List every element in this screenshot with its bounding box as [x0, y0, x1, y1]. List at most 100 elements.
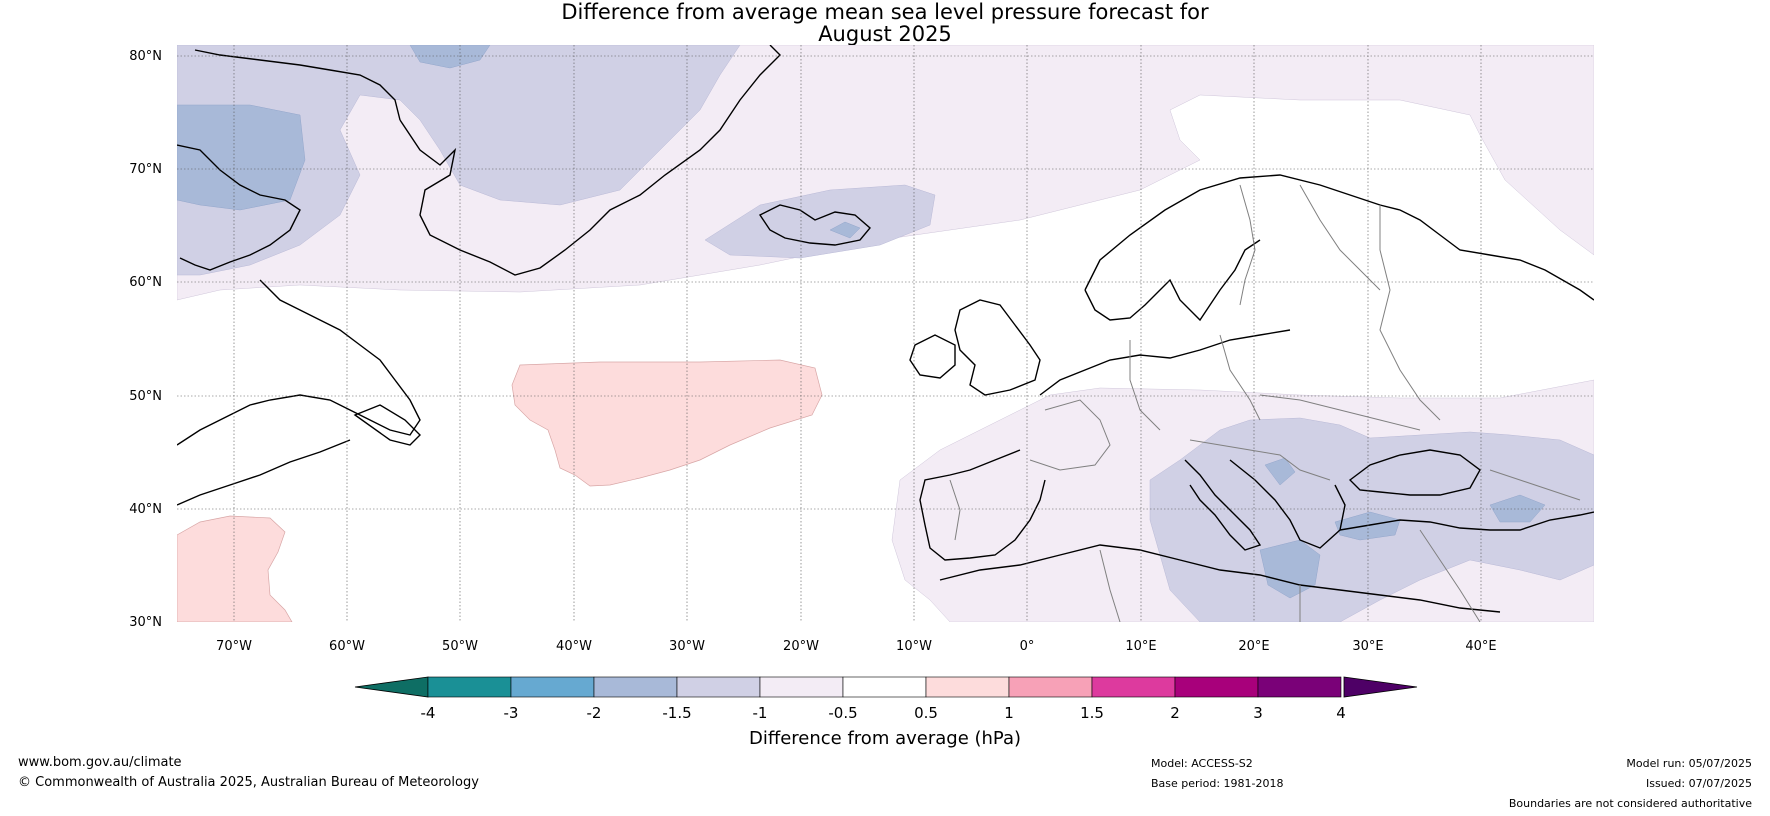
lat-label-50n: 50°N: [129, 389, 162, 404]
colorbar-tick-label: -3: [504, 704, 519, 722]
map-title-line2: August 2025: [818, 22, 952, 46]
lon-label-40w: 40°W: [556, 639, 592, 654]
colorbar: -4 -3 -2 -1.5 -1 -0.5 0.5 1 1.5 2 3 4: [354, 676, 1418, 722]
anomaly-region-southwest-positive: [177, 515, 293, 622]
lon-label-40e: 40°E: [1465, 639, 1496, 654]
lon-label-50w: 50°W: [442, 639, 478, 654]
colorbar-tick-label: 0.5: [914, 704, 938, 722]
coastline-greenland-west: [194, 49, 401, 121]
lon-label-10w: 10°W: [896, 639, 932, 654]
coastline-north-africa: [939, 544, 1501, 613]
lon-label-20e: 20°E: [1238, 639, 1269, 654]
colorbar-tick-label: 3: [1253, 704, 1263, 722]
colorbar-swatches: [427, 676, 1342, 698]
footer-copyright: © Commonwealth of Australia 2025, Austra…: [18, 775, 479, 790]
pressure-anomaly-field: [177, 45, 1594, 622]
colorbar-over-triangle: [1343, 676, 1418, 698]
colorbar-swatch: [1174, 676, 1259, 698]
colorbar-tick-label: -2: [587, 704, 602, 722]
border-balkans: [1189, 439, 1331, 481]
coastline-balkans-greece: [1229, 459, 1346, 549]
coastline-ireland: [909, 334, 956, 379]
anomaly-region-iceland: [704, 184, 936, 259]
colorbar-swatch: [593, 676, 678, 698]
anomaly-region-baffin-top: [409, 45, 491, 69]
colorbar-swatch: [676, 676, 761, 698]
colorbar-swatch: [1008, 676, 1093, 698]
anomaly-region-eastern-core3: [1489, 494, 1546, 523]
coastline-baffin: [177, 144, 301, 271]
anomaly-region-eastern-core4: [1264, 457, 1296, 486]
latitude-labels: 80°N 70°N 60°N 50°N 40°N 30°N: [129, 49, 162, 630]
colorbar-tick-labels: -4 -3 -2 -1.5 -1 -0.5 0.5 1 1.5 2 3 4: [421, 704, 1346, 722]
colorbar-swatch: [427, 676, 512, 698]
coastline-norway-south: [1084, 239, 1261, 322]
border-finland: [1299, 184, 1381, 291]
colorbar-tick-label: 4: [1336, 704, 1346, 722]
anomaly-region-iceland-core: [829, 221, 861, 239]
border-caucasus: [1489, 469, 1581, 501]
coastline-iberia: [919, 449, 1046, 561]
border-sweden-norway: [1239, 184, 1256, 306]
colorbar-swatch: [1091, 676, 1176, 698]
coastline-greenland: [399, 45, 781, 276]
footer-model-run: Model run: 05/07/2025: [1626, 757, 1752, 770]
lon-label-0: 0°: [1020, 639, 1035, 654]
longitude-labels: 70°W 60°W 50°W 40°W 30°W 20°W 10°W 0° 10…: [216, 639, 1497, 654]
border-germany-poland: [1129, 340, 1161, 431]
coastline-labrador: [177, 279, 421, 446]
coastlines: [177, 45, 1594, 613]
border-africa-north: [1099, 549, 1121, 622]
colorbar-tick-label: 1.5: [1080, 704, 1104, 722]
anomaly-region-northwest-medium: [177, 45, 741, 276]
border-middle-east: [1419, 529, 1481, 622]
coastline-black-sea: [1348, 449, 1481, 496]
gridlines: [177, 45, 1594, 622]
lon-label-70w: 70°W: [216, 639, 252, 654]
lon-label-30e: 30°E: [1352, 639, 1383, 654]
colorbar-tick-label: -1: [753, 704, 768, 722]
coastline-nova-scotia: [177, 439, 351, 506]
footer-issued: Issued: 07/07/2025: [1645, 777, 1752, 790]
coastline-iceland: [758, 204, 871, 246]
coastline-europe-west: [1039, 329, 1291, 396]
coastline-british-isles: [954, 299, 1041, 396]
footer-website: www.bom.gov.au/climate: [18, 755, 182, 770]
lat-label-80n: 80°N: [129, 49, 162, 64]
lon-label-20w: 20°W: [783, 639, 819, 654]
footer-base-period: Base period: 1981-2018: [1151, 777, 1284, 790]
map-title-line1: Difference from average mean sea level p…: [561, 0, 1209, 24]
anomaly-region-atlantic-positive: [511, 359, 823, 487]
footer-model: Model: ACCESS-S2: [1151, 757, 1253, 770]
border-russia-west: [1379, 205, 1441, 421]
lon-label-60w: 60°W: [329, 639, 365, 654]
colorbar-swatch: [759, 676, 844, 698]
coastline-turkey: [1339, 511, 1594, 531]
colorbar-under-triangle: [354, 676, 429, 698]
lat-label-40n: 40°N: [129, 502, 162, 517]
colorbar-tick-label: -4: [421, 704, 436, 722]
lon-label-30w: 30°W: [669, 639, 705, 654]
anomaly-region-northwest-strong: [177, 104, 306, 211]
colorbar-tick-label: 2: [1170, 704, 1180, 722]
coastline-italy: [1184, 459, 1262, 551]
border-ukraine: [1259, 394, 1421, 431]
colorbar-tick-label: -0.5: [828, 704, 857, 722]
lon-label-10e: 10°E: [1125, 639, 1156, 654]
colorbar-tick-label: -1.5: [662, 704, 691, 722]
lat-label-60n: 60°N: [129, 275, 162, 290]
colorbar-swatch: [1257, 676, 1342, 698]
colorbar-swatch: [510, 676, 595, 698]
country-borders: [949, 184, 1581, 622]
lat-label-30n: 30°N: [129, 615, 162, 630]
colorbar-tick-label: 1: [1004, 704, 1014, 722]
border-poland-east: [1219, 334, 1261, 421]
colorbar-title: Difference from average (hPa): [748, 728, 1022, 749]
colorbar-swatch: [925, 676, 1010, 698]
lat-label-70n: 70°N: [129, 162, 162, 177]
footer-disclaimer: Boundaries are not considered authoritat…: [1508, 797, 1752, 810]
colorbar-swatch: [842, 676, 927, 698]
coastline-newfoundland: [353, 404, 421, 446]
border-spain-portugal: [949, 479, 961, 541]
